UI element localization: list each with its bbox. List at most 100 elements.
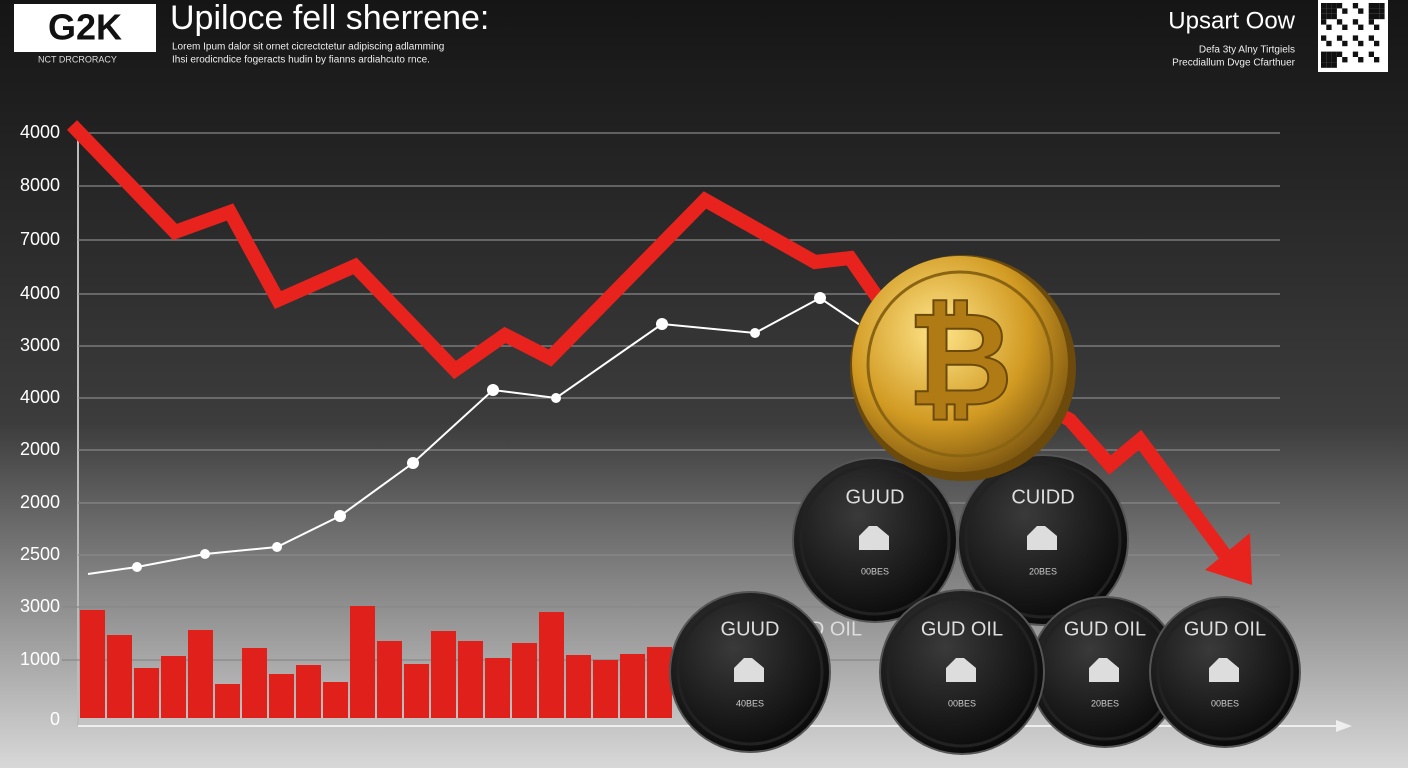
qr-cell xyxy=(1336,35,1343,41)
barrel-label: GUD OIL xyxy=(921,618,1003,640)
qr-cell xyxy=(1374,24,1380,30)
logo-box xyxy=(14,4,156,52)
qr-cell xyxy=(1321,13,1327,20)
red-bar xyxy=(404,664,429,718)
qr-cell xyxy=(1358,57,1364,63)
barrel-label: GUD OIL xyxy=(1184,618,1266,640)
barrel-rim xyxy=(1156,603,1294,741)
red-trend-line xyxy=(66,120,1231,560)
red-bar xyxy=(269,674,294,718)
qr-cell xyxy=(1368,3,1374,9)
red-bar xyxy=(539,612,564,718)
qr-cell xyxy=(1321,51,1327,57)
barrel-icon xyxy=(859,526,889,550)
barrel-rim xyxy=(676,598,824,746)
top-right-line: Defa 3ty Alny Tirtgiels xyxy=(1199,45,1295,56)
barrel-label: GUUD xyxy=(721,618,780,640)
qr-cell xyxy=(1342,8,1348,14)
barrel-sub: 00BES xyxy=(861,566,889,576)
qr-cell xyxy=(1331,13,1337,20)
red-bar xyxy=(80,610,105,718)
red-bar xyxy=(323,682,348,718)
red-bar xyxy=(647,647,672,718)
qr-cell xyxy=(1321,35,1327,41)
red-bar xyxy=(215,684,240,718)
x-arrow xyxy=(1336,720,1352,732)
axis-label: 4000 xyxy=(20,387,60,407)
red-bar xyxy=(485,658,510,718)
qr-cell xyxy=(1326,62,1332,68)
qr-cell xyxy=(1336,51,1343,57)
qr-cell xyxy=(1321,3,1327,9)
qr-cell xyxy=(1374,40,1380,47)
qr-cell xyxy=(1368,19,1374,25)
barrel-icon xyxy=(1027,526,1057,550)
barrel-rim xyxy=(886,596,1038,748)
qr-cell xyxy=(1368,8,1374,14)
red-bar xyxy=(620,654,645,718)
subtitle: Ihsi erodicndice fogeracts hudin by fian… xyxy=(172,55,430,66)
barrel-sub: 00BES xyxy=(948,698,976,708)
qr-cell xyxy=(1368,51,1374,57)
qr-cell xyxy=(1374,3,1380,9)
qr-cell xyxy=(1358,40,1364,47)
logo: G2K xyxy=(48,7,122,48)
barrel-sub: 40BES xyxy=(736,698,764,708)
red-bar xyxy=(593,660,618,718)
qr-cell xyxy=(1352,19,1359,25)
axis-label: 0 xyxy=(50,709,60,729)
red-bar xyxy=(107,635,132,718)
subtitle: Lorem Ipum dalor sit ornet cicrectctetur… xyxy=(172,42,444,53)
axis-label: 3000 xyxy=(20,596,60,616)
red-bar xyxy=(458,641,483,718)
qr-cell xyxy=(1342,24,1348,30)
arrow-head xyxy=(1205,533,1252,585)
qr-cell xyxy=(1358,8,1364,14)
qr-cell xyxy=(1331,8,1337,14)
qr-cell xyxy=(1326,3,1332,9)
barrel-rim xyxy=(964,461,1122,619)
barrel-label: CUIDD xyxy=(1011,486,1074,508)
qr-code xyxy=(1318,0,1388,72)
qr-cell xyxy=(1331,57,1337,63)
qr-cell xyxy=(1326,51,1332,57)
barrel-icon xyxy=(1209,658,1239,682)
qr-cell xyxy=(1368,13,1374,20)
qr-cell xyxy=(1326,57,1332,63)
axis-label: 2000 xyxy=(20,492,60,512)
qr-cell xyxy=(1352,51,1359,57)
qr-cell xyxy=(1352,3,1359,9)
bitcoin-symbol: ₿ xyxy=(907,286,1013,432)
red-bar xyxy=(296,665,321,718)
qr-cell xyxy=(1374,13,1380,20)
qr-cell xyxy=(1331,51,1337,57)
barrel-rim xyxy=(799,464,951,616)
qr-cell xyxy=(1352,35,1359,41)
axis-label: 1000 xyxy=(20,649,60,669)
white-dots xyxy=(132,292,826,572)
logo-caption: NCT DRCRORACY xyxy=(38,54,117,64)
qr-cell xyxy=(1326,40,1332,47)
barrel-label: D OIL xyxy=(810,618,862,640)
barrel-icon xyxy=(1089,658,1119,682)
qr-cell xyxy=(1342,40,1348,47)
axis-label: 4000 xyxy=(20,283,60,303)
red-bar xyxy=(350,606,375,718)
qr-cell xyxy=(1326,13,1332,20)
barrel-icon xyxy=(946,658,976,682)
qr-cell xyxy=(1336,19,1343,25)
barrel-label: GUD OIL xyxy=(1064,618,1146,640)
qr-cell xyxy=(1336,3,1343,9)
axis-label: 2000 xyxy=(20,439,60,459)
axis-label: 8000 xyxy=(20,175,60,195)
qr-cell xyxy=(1321,57,1327,63)
coin-ring xyxy=(866,270,1054,458)
barrel-icon xyxy=(734,658,764,682)
qr-cell xyxy=(1321,8,1327,14)
white-line xyxy=(87,296,861,575)
red-bar xyxy=(161,656,186,718)
qr-cell xyxy=(1379,8,1385,14)
barrel-sub: 20BES xyxy=(1091,698,1119,708)
